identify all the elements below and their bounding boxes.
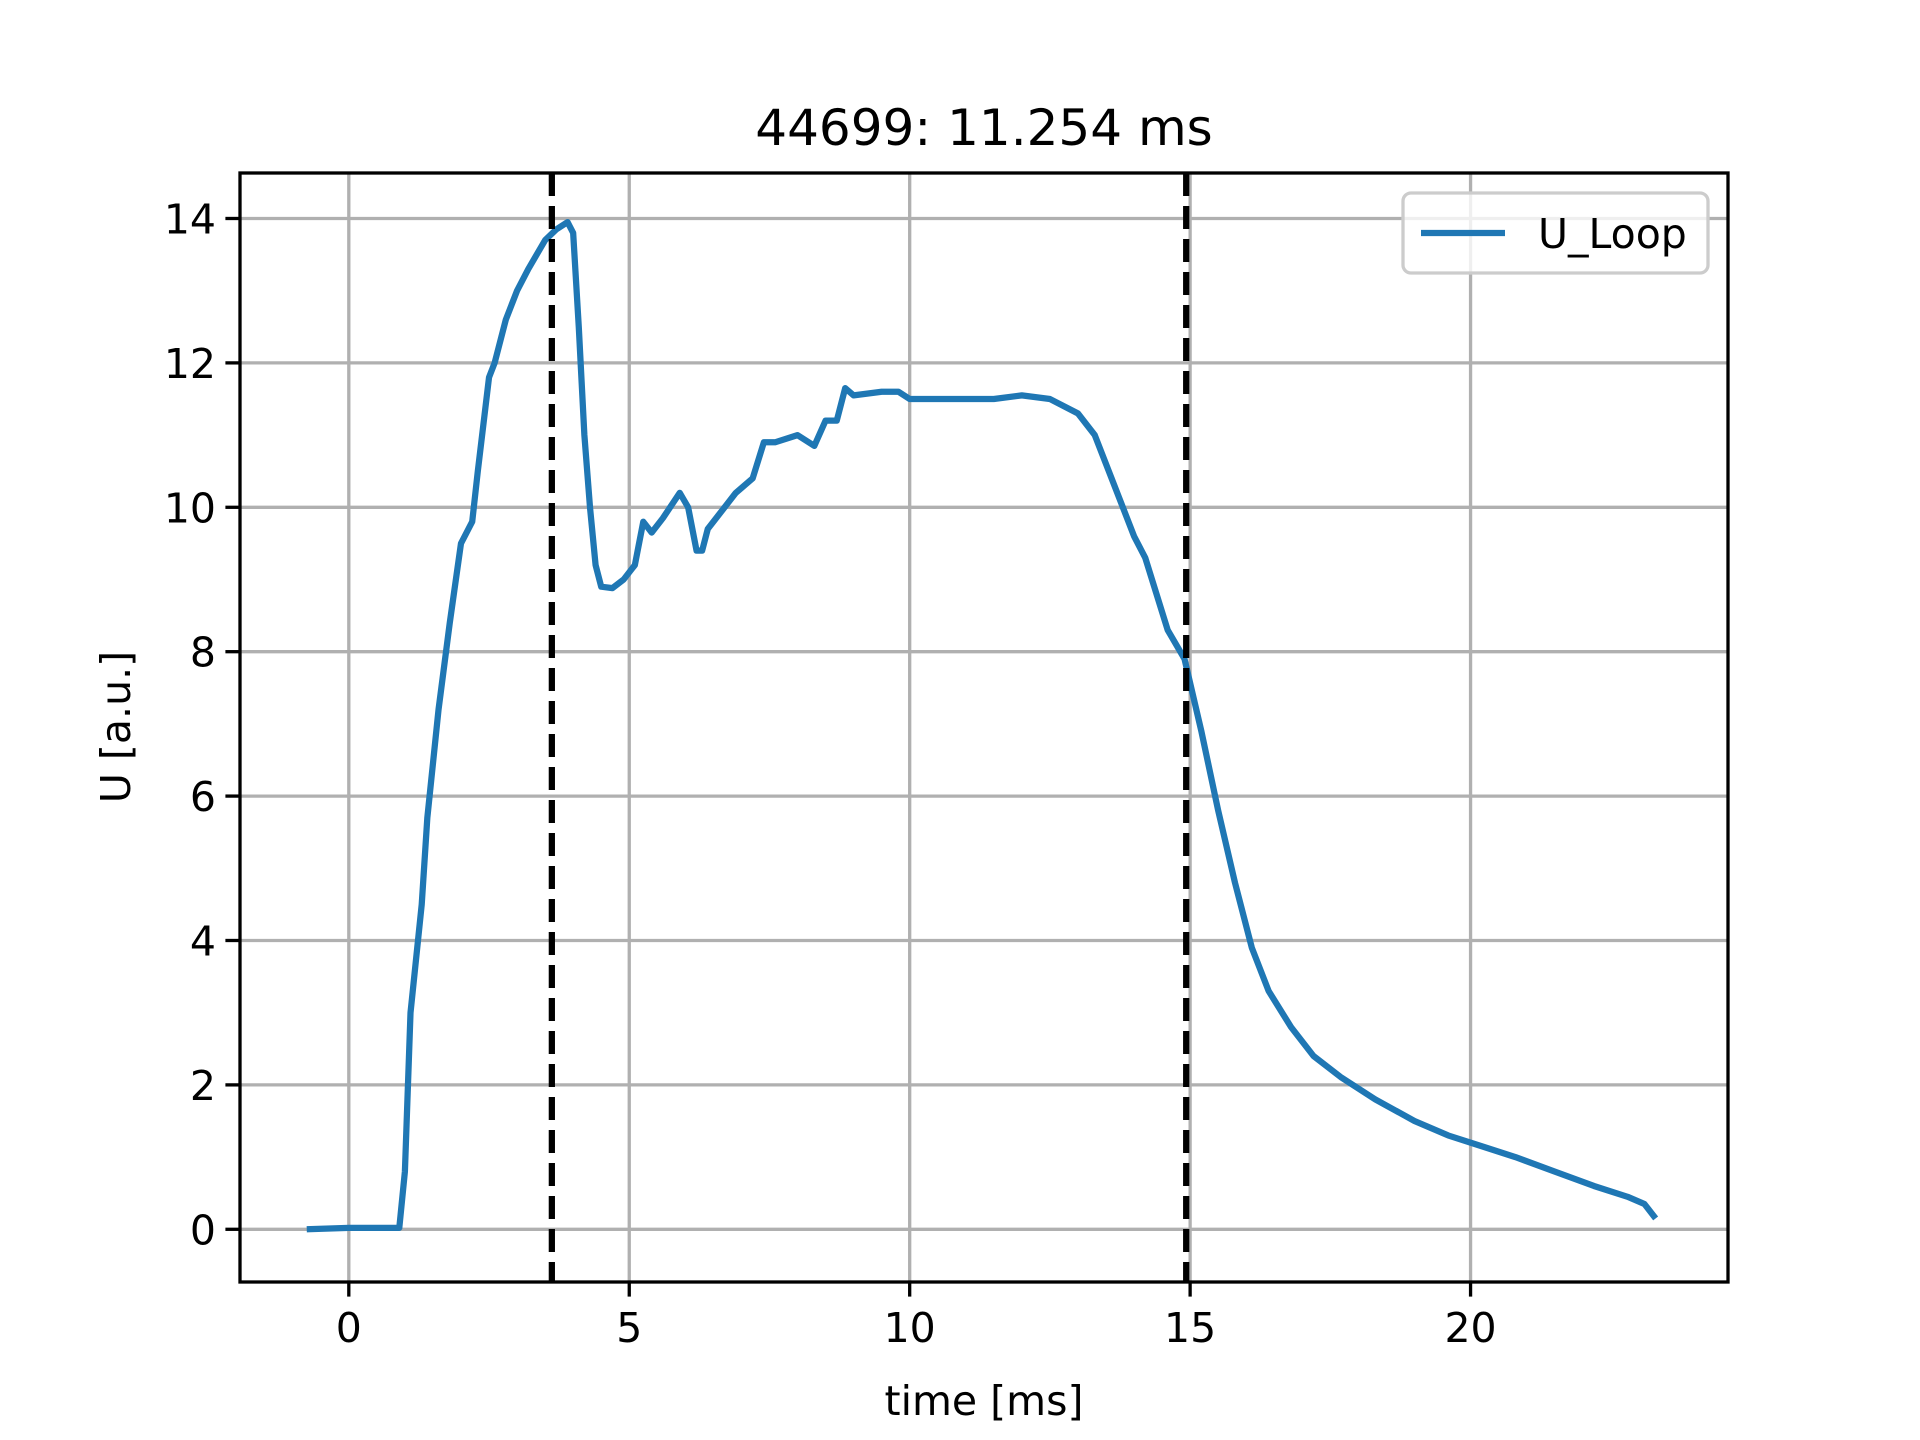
y-tick-label: 4 xyxy=(190,917,216,965)
y-axis-label: U [a.u.] xyxy=(92,651,140,803)
y-tick-label: 10 xyxy=(164,484,216,532)
chart-title: 44699: 11.254 ms xyxy=(755,99,1212,157)
x-axis-label: time [ms] xyxy=(885,1377,1084,1425)
x-tick-label: 20 xyxy=(1444,1304,1496,1352)
x-tick-label: 15 xyxy=(1164,1304,1216,1352)
data-line xyxy=(306,218,1659,1233)
y-tick-label: 8 xyxy=(190,629,216,677)
x-tick-label: 0 xyxy=(336,1304,362,1352)
plot-frame xyxy=(238,171,1730,1284)
y-tick-label: 6 xyxy=(190,773,216,821)
x-tick-label: 5 xyxy=(616,1304,642,1352)
y-tick-label: 0 xyxy=(190,1206,216,1254)
y-tick-label: 2 xyxy=(190,1062,216,1110)
y-tick-label: 12 xyxy=(164,340,216,388)
x-tick-label: 10 xyxy=(884,1304,936,1352)
legend-box xyxy=(1401,191,1710,275)
legend-label: U_Loop xyxy=(1538,210,1687,258)
y-tick-label: 14 xyxy=(164,195,216,243)
